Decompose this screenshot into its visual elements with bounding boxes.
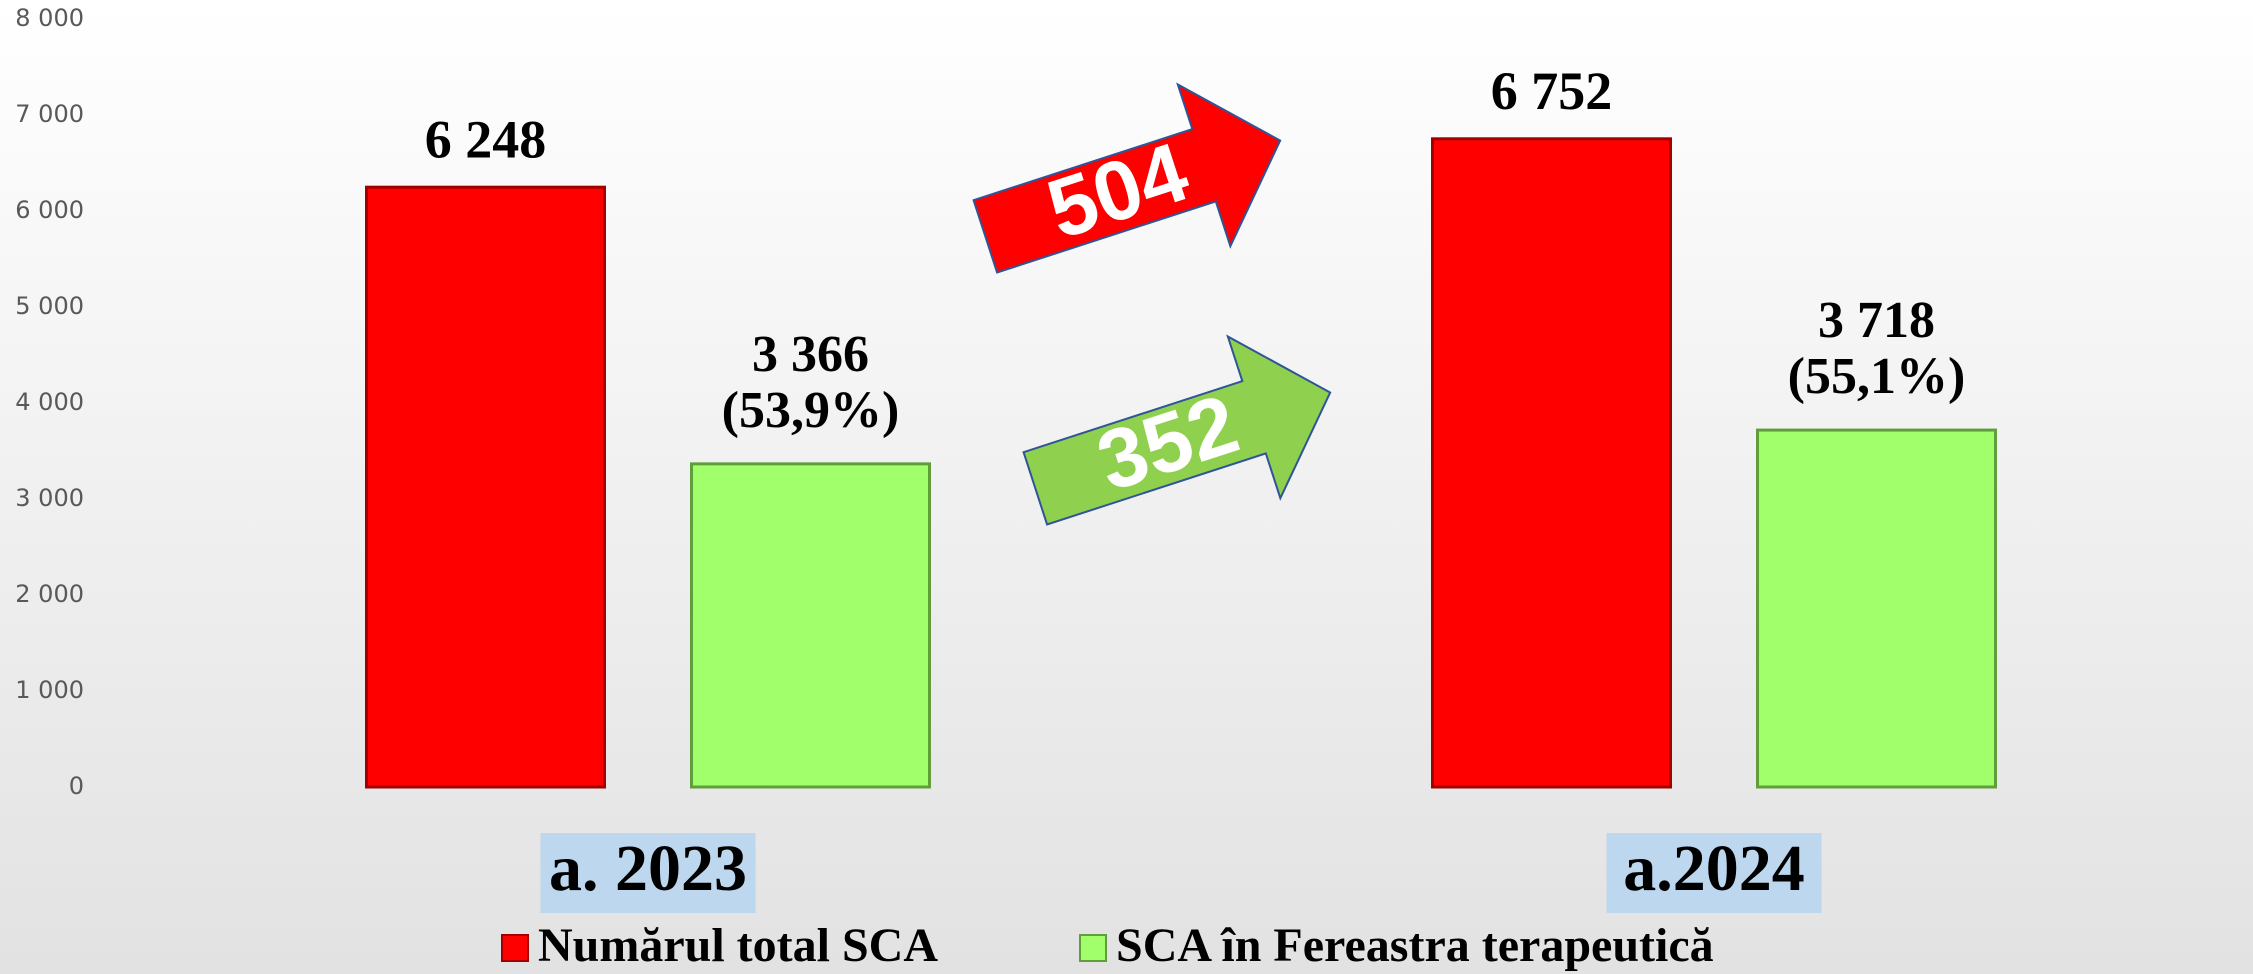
y-tick-label: 2 000	[15, 580, 84, 608]
bar	[690, 462, 931, 789]
legend-label: SCA în Fereastra terapeutică	[1116, 919, 1714, 972]
x-tick-label: a.2024	[1623, 832, 1805, 905]
data-label: 3 366	[752, 326, 869, 383]
legend-label: Numărul total SCA	[538, 919, 938, 972]
legend-swatch	[1079, 934, 1107, 962]
bar	[365, 185, 606, 789]
x-tick-label: a. 2023	[549, 832, 747, 905]
arrow-shape	[1022, 334, 1332, 526]
y-tick-label: 3 000	[15, 484, 84, 512]
data-label: (55,1%)	[1788, 348, 1966, 405]
data-label: 3 718	[1818, 292, 1935, 349]
category-label-bg	[1606, 833, 1822, 913]
y-tick-label: 6 000	[15, 196, 84, 224]
y-tick-label: 0	[69, 772, 84, 800]
y-tick-label: 4 000	[15, 388, 84, 416]
bar	[1756, 428, 1997, 789]
y-tick-label: 8 000	[15, 4, 84, 32]
data-label: (53,9%)	[722, 382, 900, 439]
y-tick-label: 1 000	[15, 676, 84, 704]
category-label-bg	[540, 833, 756, 913]
legend-swatch	[501, 934, 529, 962]
data-label: 6 248	[425, 110, 547, 170]
y-tick-label: 5 000	[15, 292, 84, 320]
bar	[1431, 137, 1672, 789]
data-label: 6 752	[1491, 61, 1613, 121]
arrow-shape	[972, 82, 1282, 274]
y-tick-label: 7 000	[15, 100, 84, 128]
arrow-annotation: 504	[972, 82, 1282, 274]
